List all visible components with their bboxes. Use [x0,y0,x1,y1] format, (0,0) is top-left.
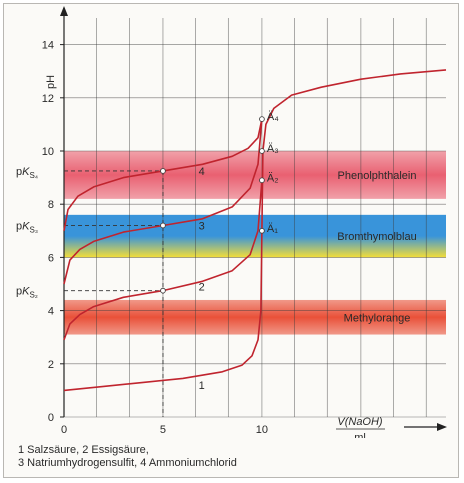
indicator-band-label: Bromthymolblau [337,231,416,243]
equivalence-point [259,227,265,234]
indicator-band-label: Phenolphthalein [338,170,417,182]
caption-line-2: 3 Natriumhydrogensulfit, 4 Ammoniumchlor… [18,457,237,469]
pk-label: pKS₂ [16,286,38,300]
caption-line-1: 1 Salzsäure, 2 Essigsäure, [18,444,149,456]
x-axis-label-main: V(NaOH) [337,416,383,428]
series-label: 4 [199,166,205,178]
y-tick-label: 8 [48,199,54,211]
series-label: 3 [199,220,205,232]
series-line-1 [63,69,447,392]
equivalence-label: Ä₁ [267,223,278,235]
indicator-band [64,299,446,335]
indicator-band [64,214,446,258]
figure-frame: 0 2 4 6 8 10 12 14 0 5 10 pH V(NaOH) ml pKS₄ pKS₃ pKS₂ 1 2… [3,3,459,478]
equivalence-point [259,177,265,184]
y-tick-label: 2 [48,359,54,371]
x-axis-label-unit: ml [354,432,366,438]
x-tick-label: 10 [256,424,268,436]
x-tick-label: 5 [160,424,166,436]
figure-caption: 1 Salzsäure, 2 Essigsäure, 3 Natriumhydr… [18,444,458,470]
y-axis-arrow [60,6,68,16]
y-tick-label: 12 [42,93,54,105]
y-axis-label: pH [45,75,57,89]
equivalence-point [259,148,265,154]
y-tick-label: 14 [42,40,54,52]
y-tick-label: 6 [48,252,54,264]
indicator-band-label: Methylorange [344,312,411,324]
half-equivalence-point [160,168,166,174]
series-label: 1 [199,380,205,392]
equivalence-point [259,116,265,122]
equivalence-label: Ä₄ [267,111,279,123]
half-equivalence-point [160,222,166,229]
equivalence-label: Ä₂ [267,172,279,184]
half-equivalence-point [160,287,166,294]
y-tick-label: 0 [48,412,54,424]
equivalence-label: Ä₃ [267,143,279,155]
x-tick-label: 0 [61,424,67,436]
series-label: 2 [199,282,205,294]
pk-label: pKS₄ [16,166,38,180]
y-tick-label: 4 [48,306,54,318]
pk-label: pKS₃ [16,220,38,234]
x-axis-arrow [437,423,447,431]
y-tick-label: 10 [42,146,54,158]
